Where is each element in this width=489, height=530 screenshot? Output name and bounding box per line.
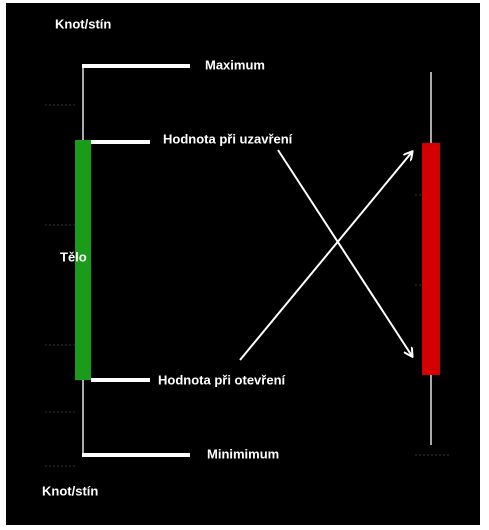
label: Hodnota při uzavření (163, 131, 293, 146)
label: Maximum (205, 57, 265, 72)
label: Tělo (60, 249, 87, 264)
arrow (239, 152, 412, 361)
label: Hodnota při otevření (158, 372, 286, 387)
label: Knot/stín (42, 483, 98, 498)
label: Knot/stín (55, 16, 111, 31)
pointers (82, 64, 190, 457)
green-body (75, 140, 91, 380)
red-body (422, 143, 440, 375)
label: Minimimum (207, 446, 279, 461)
grid-dots (45, 104, 450, 467)
arrow (277, 149, 412, 356)
